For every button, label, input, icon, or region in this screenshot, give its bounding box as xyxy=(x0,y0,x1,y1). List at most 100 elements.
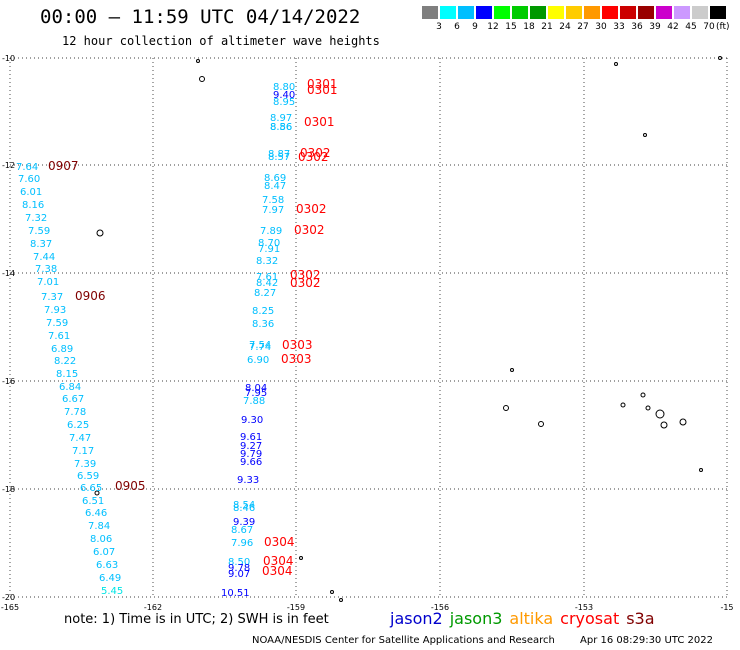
colorbar-swatch xyxy=(710,6,726,19)
wave-height-value: 8.25 xyxy=(252,306,274,317)
island-outline xyxy=(330,590,334,594)
generated-timestamp: Apr 16 08:29:30 UTC 2022 xyxy=(580,635,713,646)
island-outline xyxy=(679,418,687,426)
wave-height-value: 8.22 xyxy=(54,356,76,367)
wave-height-value: 6.25 xyxy=(67,420,89,431)
wave-height-value: 7.74 xyxy=(249,342,271,353)
wave-height-value: 8.54 xyxy=(233,500,255,511)
wave-height-value: 8.37 xyxy=(30,239,52,250)
wave-height-value: 6.01 xyxy=(20,187,42,198)
colorbar-label: 21 xyxy=(541,22,553,32)
island-outline xyxy=(96,229,104,237)
wave-height-value: 7.58 xyxy=(262,195,284,206)
wave-height-value: 5.45 xyxy=(101,586,123,597)
colorbar-label: 36 xyxy=(631,22,643,32)
wave-height-value: 8.04 xyxy=(245,383,267,394)
cycle-label: 0302 xyxy=(300,146,331,160)
longitude-tick: -153 xyxy=(575,603,593,612)
latitude-tick: -12 xyxy=(2,161,15,170)
wave-height-value: 9.79 xyxy=(240,449,262,460)
island-outline xyxy=(614,62,618,66)
wave-height-value: 8.06 xyxy=(90,534,112,545)
longitude-tick: -15 xyxy=(720,603,733,612)
colorbar-swatch xyxy=(602,6,618,19)
island-outline xyxy=(299,556,303,560)
wave-height-value: 7.44 xyxy=(33,252,55,263)
colorbar-swatch xyxy=(512,6,528,19)
colorbar-label: 42 xyxy=(667,22,679,32)
satellite-legend-item: s3a xyxy=(626,609,655,628)
credit-line: NOAA/NESDIS Center for Satellite Applica… xyxy=(252,635,555,646)
wave-height-value: 8.70 xyxy=(258,238,280,249)
wave-height-value: 9.61 xyxy=(240,432,262,443)
wave-height-value: 6.65 xyxy=(80,483,102,494)
colorbar-label: 27 xyxy=(577,22,589,32)
colorbar-label: 12 xyxy=(487,22,499,32)
wave-height-value: 7.37 xyxy=(41,292,63,303)
wave-height-value: 7.89 xyxy=(260,226,282,237)
island-outline xyxy=(655,409,665,419)
colorbar-swatch xyxy=(566,6,582,19)
wave-height-value: 7.59 xyxy=(28,226,50,237)
colorbar-label: 6 xyxy=(454,22,460,32)
longitude-tick: -162 xyxy=(144,603,162,612)
wave-height-value: 8.67 xyxy=(231,525,253,536)
map-subtitle: 12 hour collection of altimeter wave hei… xyxy=(62,34,380,48)
satellite-legend: jason2 jason3 altika cryosat s3a xyxy=(390,609,662,628)
island-outline xyxy=(94,490,100,496)
colorbar-swatch xyxy=(440,6,456,19)
wave-height-value: 9.66 xyxy=(240,457,262,468)
latitude-tick: -14 xyxy=(2,269,15,278)
cycle-label: 0302 xyxy=(290,276,321,290)
colorbar-label: 45 xyxy=(685,22,697,32)
wave-height-value: 8.95 xyxy=(273,97,295,108)
wave-height-value: 8.50 xyxy=(228,557,250,568)
wave-height-value: 8.36 xyxy=(252,319,274,330)
colorbar-label: 9 xyxy=(472,22,478,32)
satellite-legend-item: jason2 xyxy=(390,609,443,628)
colorbar-unit: (ft) xyxy=(716,22,730,32)
colorbar-swatch xyxy=(458,6,474,19)
cycle-label: 0301 xyxy=(307,83,338,97)
island-outline xyxy=(196,59,200,63)
wave-height-value: 9.33 xyxy=(237,475,259,486)
wave-height-value: 6.89 xyxy=(51,344,73,355)
satellite-legend-item: cryosat xyxy=(560,609,620,628)
colorbar-swatch xyxy=(494,6,510,19)
wave-height-value: 7.01 xyxy=(37,277,59,288)
cycle-label: 0304 xyxy=(262,564,293,578)
wave-height-value: 9.27 xyxy=(240,441,262,452)
wave-height-value: 7.91 xyxy=(258,244,280,255)
island-outlines xyxy=(94,56,722,602)
cycle-label: 0304 xyxy=(264,535,295,549)
island-outline xyxy=(620,402,626,408)
wave-height-value: 10.51 xyxy=(221,588,250,599)
wave-height-value: 8.16 xyxy=(22,200,44,211)
colorbar-swatch xyxy=(674,6,690,19)
island-outline xyxy=(718,56,722,60)
wave-height-value: 6.51 xyxy=(82,496,104,507)
island-outline xyxy=(538,421,544,427)
colorbar-swatch xyxy=(422,6,438,19)
wave-height-value: 6.49 xyxy=(99,573,121,584)
colorbar-swatch xyxy=(656,6,672,19)
wave-height-value: 8.57 xyxy=(268,152,290,163)
wave-height-value: 7.47 xyxy=(69,433,91,444)
wave-height-value: 7.93 xyxy=(44,305,66,316)
colorbar-label: 33 xyxy=(613,22,625,32)
cycle-label: 0907 xyxy=(48,159,79,173)
cycle-label: 0302 xyxy=(294,223,325,237)
colorbar-swatch xyxy=(476,6,492,19)
colorbar-label: 39 xyxy=(649,22,661,32)
colorbar-label: 24 xyxy=(559,22,571,32)
wave-height-value: 8.27 xyxy=(254,288,276,299)
latitude-tick: -18 xyxy=(2,485,15,494)
colorbar-label: 3 xyxy=(436,22,442,32)
wave-height-value: 8.47 xyxy=(264,181,286,192)
wave-height-value: 7.38 xyxy=(35,264,57,275)
wave-height-value: 7.60 xyxy=(18,174,40,185)
wave-height-value: 9.78 xyxy=(228,563,250,574)
colorbar-swatch xyxy=(530,6,546,19)
colorbar-label: 30 xyxy=(595,22,607,32)
